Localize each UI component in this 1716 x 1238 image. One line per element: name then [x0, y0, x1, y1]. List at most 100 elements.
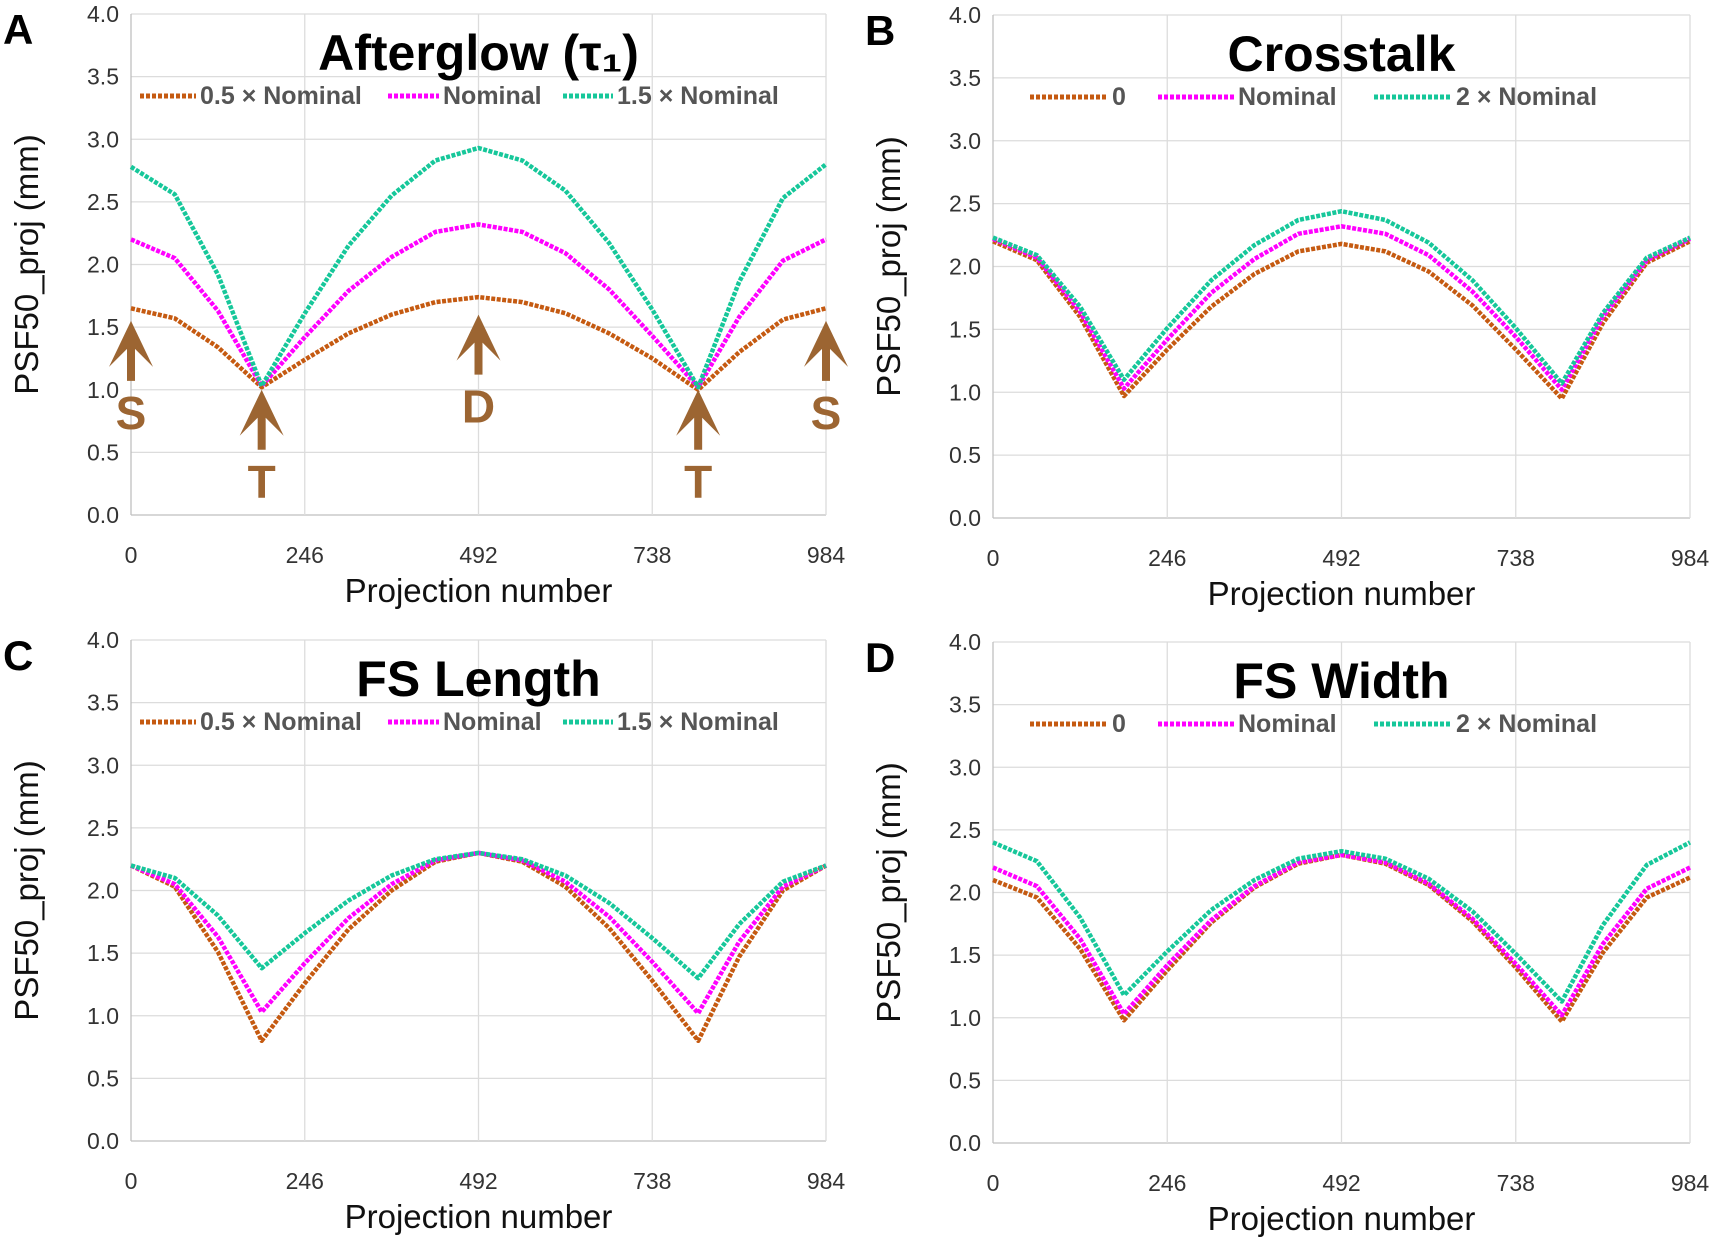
x-tick-label: 984 — [807, 542, 846, 568]
annotation-label: T — [248, 456, 276, 508]
y-tick-label: 4.0 — [87, 1, 119, 27]
arrow-up-icon — [109, 320, 153, 381]
legend: 0 Nominal 2 × Nominal — [1030, 710, 1597, 738]
series-line-2 — [992, 840, 1692, 1004]
x-tick-label: 246 — [286, 1168, 324, 1194]
x-tick-label: 492 — [459, 1168, 497, 1194]
x-tick-label: 984 — [807, 1168, 846, 1194]
y-tick-label: 0.0 — [949, 505, 981, 531]
legend: 0 Nominal 2 × Nominal — [1030, 83, 1597, 111]
legend-label: 0 — [1112, 83, 1126, 111]
x-tick-label: 0 — [125, 542, 138, 568]
annotation-label: S — [811, 387, 842, 439]
y-tick-label: 0.0 — [87, 502, 119, 528]
y-tick-label: 2.0 — [87, 878, 119, 904]
y-tick-label: 0.5 — [87, 1065, 119, 1091]
arrow-up-icon — [804, 320, 848, 381]
legend-item: 1.5 × Nominal — [563, 708, 779, 736]
legend-item: 0 — [1030, 710, 1126, 738]
y-tick-label: 2.5 — [87, 189, 119, 215]
y-tick-label: 2.0 — [949, 880, 981, 906]
chart-title: Crosstalk — [1228, 26, 1456, 82]
arrow-up-icon — [456, 314, 501, 375]
series-line-1 — [992, 224, 1691, 392]
series-line-0 — [130, 294, 827, 393]
x-tick-label: 492 — [1322, 1170, 1360, 1196]
x-axis-title: Projection number — [1208, 575, 1476, 612]
x-tick-label: 984 — [1671, 1170, 1710, 1196]
x-axis-title: Projection number — [1208, 1200, 1476, 1237]
y-axis-title: PSF50_proj (mm) — [8, 134, 45, 394]
annotation-arrow: T — [676, 389, 721, 508]
y-tick-label: 0.0 — [949, 1130, 981, 1156]
legend-item: 0 — [1030, 83, 1126, 111]
legend-item: Nominal — [388, 708, 542, 736]
y-tick-label: 2.5 — [87, 815, 119, 841]
x-tick-label: 738 — [633, 542, 671, 568]
x-tick-label: 0 — [125, 1168, 138, 1194]
legend-item: Nominal — [388, 82, 542, 110]
legend-label: 0.5 × Nominal — [200, 82, 362, 110]
annotation-arrow: D — [456, 314, 501, 433]
y-tick-label: 3.0 — [949, 128, 981, 154]
x-tick-label: 738 — [1497, 1170, 1535, 1196]
series-line-0 — [992, 239, 1691, 401]
y-tick-label: 2.0 — [87, 252, 119, 278]
y-tick-label: 0.5 — [949, 1067, 981, 1093]
series-line-2 — [992, 208, 1691, 386]
legend-label: Nominal — [443, 708, 542, 736]
legend-label: 0 — [1112, 710, 1126, 738]
y-tick-label: 1.5 — [949, 316, 981, 342]
panel-letter: D — [865, 634, 895, 681]
y-axis-title: PSF50_proj (mm) — [870, 762, 907, 1022]
legend-item: Nominal — [1158, 710, 1337, 738]
x-tick-label: 984 — [1671, 545, 1710, 571]
legend-label: Nominal — [443, 82, 542, 110]
annotation-label: D — [462, 381, 495, 433]
y-tick-label: 0.5 — [87, 439, 119, 465]
annotation-arrow: S — [804, 320, 848, 439]
legend-label: 1.5 × Nominal — [617, 708, 779, 736]
legend-label: 0.5 × Nominal — [200, 708, 362, 736]
x-tick-label: 492 — [459, 542, 497, 568]
panel-letter: A — [3, 6, 33, 53]
arrow-up-icon — [676, 389, 721, 450]
y-axis-title: PSF50_proj (mm) — [870, 136, 907, 396]
x-tick-label: 738 — [1497, 545, 1535, 571]
x-tick-label: 0 — [987, 545, 1000, 571]
legend-label: 1.5 × Nominal — [617, 82, 779, 110]
y-tick-label: 1.5 — [87, 314, 119, 340]
y-tick-label: 4.0 — [87, 627, 119, 653]
panel-d: 0.0 0.5 1.0 1.5 2.0 2.5 3.0 3.5 4.0 0 246 492 738 984… — [865, 629, 1709, 1237]
panel-b: 0.0 0.5 1.0 1.5 2.0 2.5 3.0 3.5 4.0 0 246 492 738 984… — [865, 2, 1709, 612]
annotation-label: T — [684, 456, 712, 508]
y-tick-label: 1.5 — [949, 942, 981, 968]
legend-label: 2 × Nominal — [1456, 710, 1597, 738]
series-line-1 — [130, 222, 827, 390]
y-tick-label: 2.5 — [949, 817, 981, 843]
y-tick-label: 3.5 — [87, 690, 119, 716]
panel-c: 0.0 0.5 1.0 1.5 2.0 2.5 3.0 3.5 4.0 0 246 492 738 984… — [3, 627, 845, 1235]
y-tick-label: 3.5 — [87, 64, 119, 90]
x-tick-label: 738 — [633, 1168, 671, 1194]
y-tick-label: 2.0 — [949, 254, 981, 280]
y-tick-label: 2.5 — [949, 191, 981, 217]
chart-title: FS Length — [356, 651, 600, 707]
x-tick-label: 0 — [987, 1170, 1000, 1196]
y-tick-label: 0.0 — [87, 1128, 119, 1154]
arrow-up-icon — [239, 389, 284, 450]
y-tick-label: 1.0 — [87, 1003, 119, 1029]
series-line-0 — [130, 850, 828, 1044]
annotation-arrow: S — [109, 320, 153, 439]
legend: 0.5 × Nominal Nominal 1.5 × Nominal — [140, 82, 779, 110]
panel-letter: B — [865, 7, 895, 54]
y-tick-label: 0.5 — [949, 442, 981, 468]
annotation-arrow: T — [239, 389, 284, 508]
series-line-2 — [130, 850, 827, 981]
x-axis-title: Projection number — [345, 572, 613, 609]
series-line-1 — [992, 852, 1691, 1018]
legend-item: 2 × Nominal — [1374, 83, 1597, 111]
series-line-2 — [129, 145, 828, 390]
x-tick-label: 246 — [1148, 1170, 1186, 1196]
legend-label: Nominal — [1238, 83, 1337, 111]
